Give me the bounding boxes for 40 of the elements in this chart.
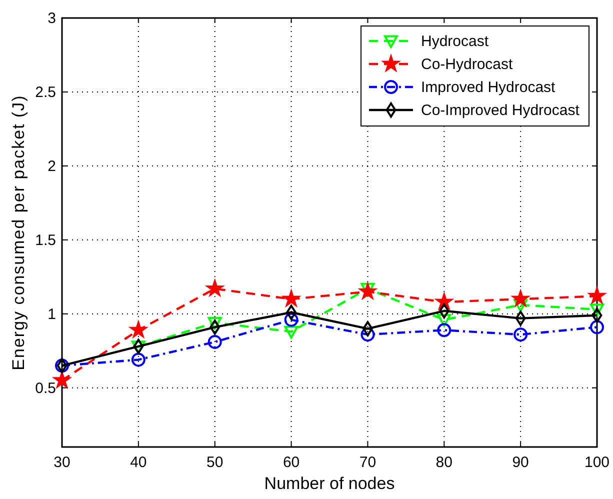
x-tick-label: 60 [282, 454, 300, 471]
y-tick-label: 2 [48, 158, 56, 175]
point [437, 314, 452, 327]
x-tick-label: 40 [130, 454, 147, 471]
point [437, 323, 452, 338]
point [208, 334, 222, 349]
x-tick-label: 70 [359, 454, 376, 471]
point [515, 310, 526, 326]
x-tick-label: 100 [584, 454, 610, 471]
point [512, 290, 530, 307]
x-tick-label: 50 [206, 454, 224, 471]
x-tick-label: 90 [512, 454, 529, 471]
point [588, 286, 606, 304]
point [590, 320, 604, 334]
point [590, 304, 604, 316]
x-tick-label: 30 [54, 454, 70, 471]
point [360, 328, 375, 342]
point [131, 352, 146, 367]
point [206, 279, 224, 296]
legend-label: Co-Hydrocast [421, 56, 514, 73]
point [358, 282, 377, 300]
point [592, 308, 602, 323]
y-tick-label: 2.5 [35, 84, 56, 101]
x-tick-label: 80 [436, 454, 452, 471]
legend-label: Improved Hydrocast [421, 79, 556, 96]
legend-label: Co-Improved Hydrocast [421, 102, 580, 119]
point [282, 290, 300, 307]
y-tick-label: 1 [48, 306, 56, 323]
point [129, 320, 148, 338]
y-tick-label: 0.5 [35, 380, 56, 397]
point [284, 312, 298, 327]
point [284, 326, 298, 339]
x-axis-title: Number of nodes [264, 474, 395, 493]
y-tick-label: 1.5 [35, 232, 56, 249]
point [210, 320, 220, 335]
point [514, 328, 528, 342]
point [208, 316, 222, 330]
y-tick-label: 3 [48, 10, 56, 27]
legend-label: Hydrocast [421, 33, 490, 50]
y-axis-title: Energy consumed per packet (J) [9, 94, 28, 370]
